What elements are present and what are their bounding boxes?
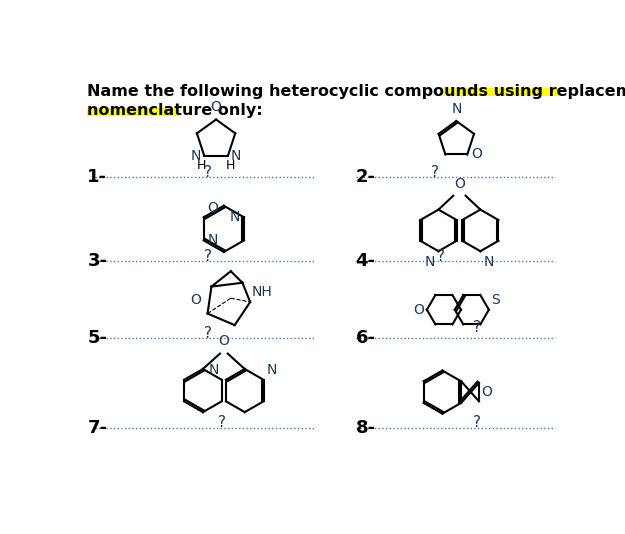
Text: 5-: 5- xyxy=(88,329,108,347)
Text: N: N xyxy=(484,255,494,269)
Text: O: O xyxy=(218,334,229,348)
Text: Name the following heterocyclic compounds using replacement: Name the following heterocyclic compound… xyxy=(88,84,625,99)
FancyBboxPatch shape xyxy=(88,108,181,116)
Text: 8-: 8- xyxy=(356,419,376,436)
Text: nomenclature only:: nomenclature only: xyxy=(88,103,263,118)
Text: O: O xyxy=(191,293,201,307)
Text: 3-: 3- xyxy=(88,252,108,270)
Text: N: N xyxy=(425,255,436,269)
Text: H: H xyxy=(198,159,207,172)
Text: N: N xyxy=(230,210,240,224)
Text: ?: ? xyxy=(204,249,212,264)
Text: H: H xyxy=(226,159,235,172)
Text: 1-: 1- xyxy=(88,168,108,186)
Text: ?: ? xyxy=(204,326,212,341)
Text: N: N xyxy=(208,233,218,247)
Text: 7-: 7- xyxy=(88,419,108,436)
Text: N: N xyxy=(267,364,277,378)
Text: N: N xyxy=(191,149,201,163)
Text: ?: ? xyxy=(204,165,212,180)
Text: S: S xyxy=(491,293,500,308)
Text: 2-: 2- xyxy=(356,168,376,186)
Text: N: N xyxy=(451,101,461,116)
Text: ?: ? xyxy=(473,320,481,335)
Text: N: N xyxy=(231,149,241,163)
Text: O: O xyxy=(454,177,465,191)
Text: 4-: 4- xyxy=(356,252,376,270)
Text: O: O xyxy=(413,303,424,317)
Text: ?: ? xyxy=(431,165,439,180)
Text: ?: ? xyxy=(217,415,226,430)
Text: N: N xyxy=(208,364,219,378)
Text: O: O xyxy=(211,100,221,114)
Text: NH: NH xyxy=(252,285,272,299)
FancyBboxPatch shape xyxy=(444,88,559,97)
Text: ?: ? xyxy=(437,249,445,264)
Text: 6-: 6- xyxy=(356,329,376,347)
Text: O: O xyxy=(481,385,492,399)
Text: O: O xyxy=(471,147,482,161)
Text: ?: ? xyxy=(473,415,481,430)
Text: O: O xyxy=(208,201,219,215)
